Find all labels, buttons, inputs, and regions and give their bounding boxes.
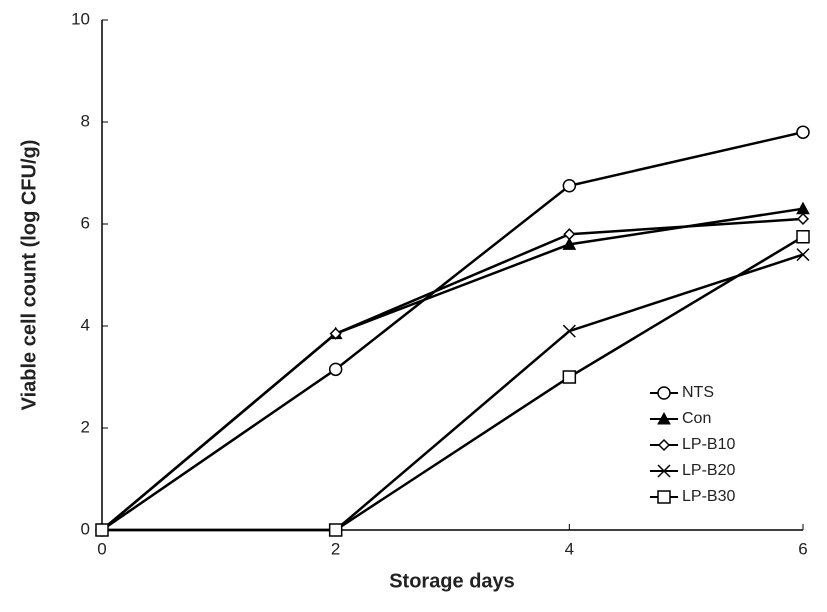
legend-label: LP-B10 bbox=[682, 436, 735, 453]
marker bbox=[796, 248, 810, 262]
legend-marker bbox=[657, 490, 671, 504]
marker bbox=[95, 523, 109, 537]
marker bbox=[562, 370, 577, 384]
legend-marker bbox=[657, 438, 671, 452]
marker bbox=[562, 324, 576, 338]
y-tick-label: 6 bbox=[81, 213, 90, 232]
series-line bbox=[102, 235, 804, 532]
y-tick-label: 4 bbox=[81, 315, 90, 334]
y-tick-label: 8 bbox=[81, 111, 90, 130]
legend-marker bbox=[657, 386, 671, 400]
legend-label: Con bbox=[682, 410, 711, 427]
legend-marker bbox=[657, 464, 671, 478]
series-line bbox=[101, 130, 804, 532]
x-tick-label: 6 bbox=[798, 539, 807, 558]
legend-marker bbox=[657, 411, 671, 425]
legend-label: LP-B30 bbox=[682, 488, 735, 505]
y-axis-label: Viable cell count (log CFU/g) bbox=[18, 140, 40, 411]
y-tick-label: 0 bbox=[81, 519, 90, 538]
x-tick-label: 0 bbox=[97, 539, 106, 558]
x-axis-label: Storage days bbox=[389, 570, 515, 592]
legend-label: LP-B20 bbox=[682, 462, 735, 479]
marker bbox=[328, 523, 343, 537]
series-line bbox=[101, 207, 804, 531]
marker bbox=[796, 212, 810, 225]
y-tick-label: 2 bbox=[81, 417, 90, 436]
series-line bbox=[101, 217, 804, 531]
marker bbox=[329, 327, 342, 340]
marker bbox=[563, 228, 576, 241]
marker bbox=[562, 237, 577, 250]
x-tick-label: 2 bbox=[331, 539, 340, 558]
marker bbox=[562, 179, 577, 193]
x-tick-label: 4 bbox=[565, 539, 574, 558]
y-tick-label: 10 bbox=[71, 9, 90, 28]
legend-label: NTS bbox=[682, 384, 714, 401]
marker bbox=[328, 362, 343, 377]
marker bbox=[796, 125, 810, 139]
marker bbox=[796, 230, 810, 244]
